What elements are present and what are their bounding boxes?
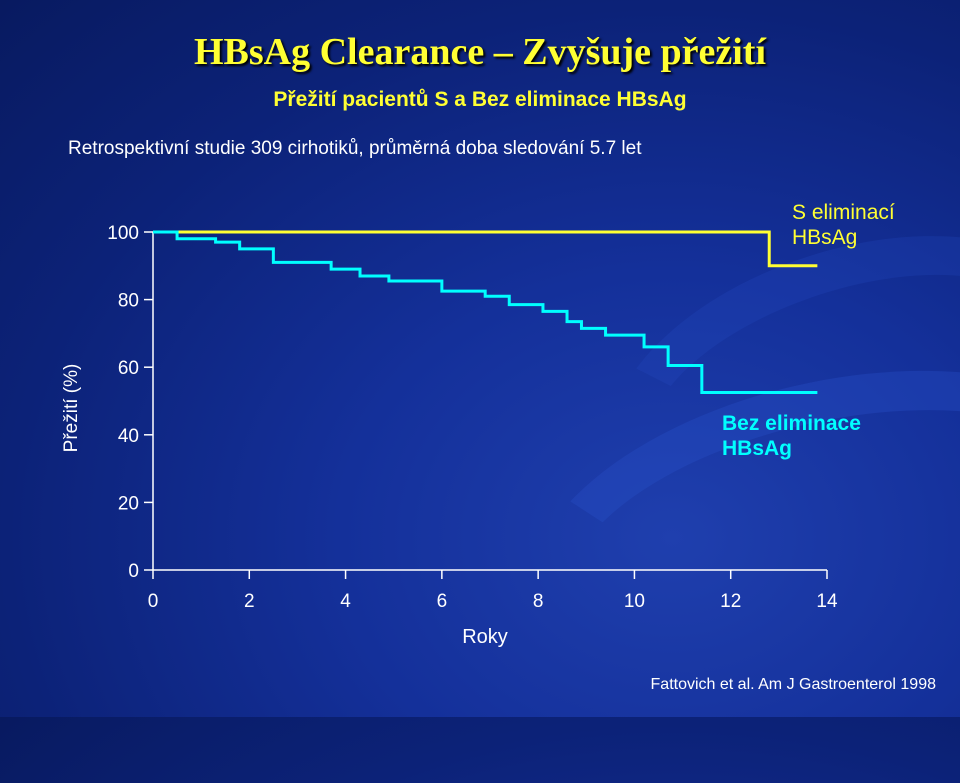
x-tick-label: 14 xyxy=(816,591,838,612)
y-tick-label: 60 xyxy=(118,358,139,379)
series-label-line: HBsAg xyxy=(792,226,857,249)
citation: Fattovich et al. Am J Gastroenterol 1998 xyxy=(650,676,936,693)
series-label-line: Bez eliminace xyxy=(722,412,861,435)
x-tick-label: 12 xyxy=(720,591,741,612)
study-description: Retrospektivní studie 309 cirhotiků, prů… xyxy=(68,138,642,159)
y-tick-label: 80 xyxy=(118,291,139,312)
x-tick-label: 0 xyxy=(148,591,159,612)
slide-subtitle: Přežití pacientů S a Bez eliminace HBsAg xyxy=(273,88,687,111)
x-tick-label: 2 xyxy=(244,591,255,612)
x-tick-label: 8 xyxy=(533,591,544,612)
x-axis-label: Roky xyxy=(462,626,508,648)
y-tick-label: 0 xyxy=(128,561,139,582)
chart-axes: 0 20 40 60 80 100 0 2 4 6 8 10 12 14 xyxy=(107,223,838,612)
slide-title: HBsAg Clearance – Zvyšuje přežití xyxy=(193,31,767,73)
x-tick-label: 4 xyxy=(340,591,351,612)
y-axis-label: Přežití (%) xyxy=(61,364,82,453)
x-tick-label: 6 xyxy=(437,591,448,612)
series-without-clearance-line xyxy=(153,230,818,395)
series-label-line: S eliminací xyxy=(792,201,895,224)
series-with-clearance-line xyxy=(153,230,818,268)
y-tick-label: 40 xyxy=(118,426,139,447)
series-label-line: HBsAg xyxy=(722,437,792,460)
series-label: S eliminací HBsAg xyxy=(792,201,895,249)
y-tick-label: 100 xyxy=(107,223,139,244)
y-tick-label: 20 xyxy=(118,493,139,514)
series-label: Bez eliminace HBsAg xyxy=(722,412,861,460)
x-tick-label: 10 xyxy=(624,591,645,612)
